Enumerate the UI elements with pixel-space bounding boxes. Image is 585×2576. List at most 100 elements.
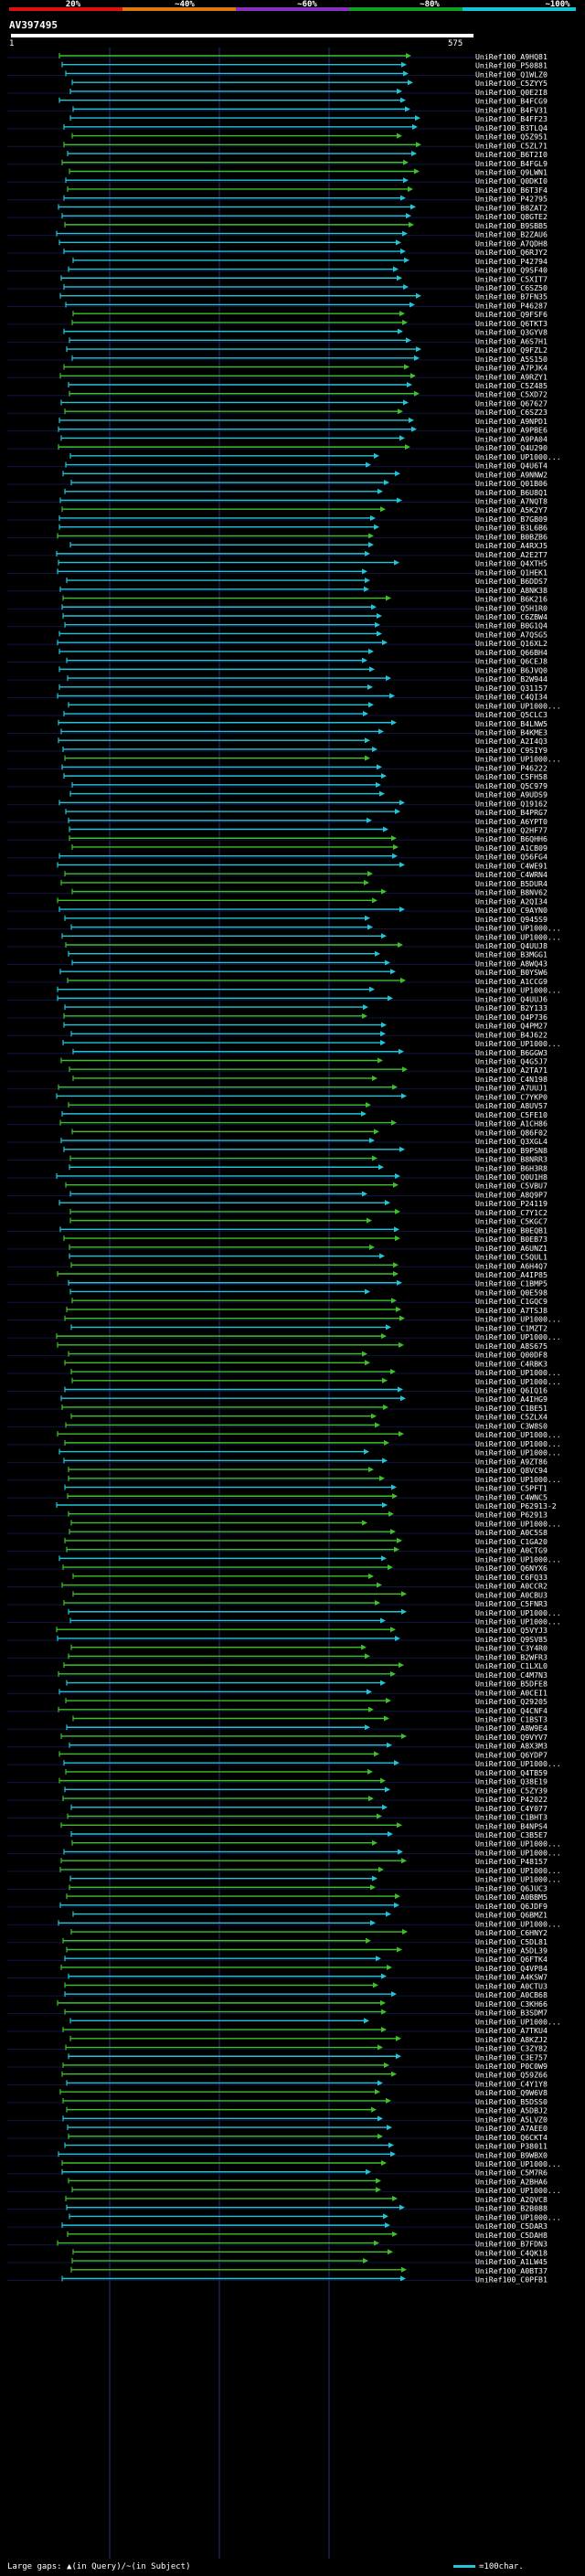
alignment-row[interactable]: UniRef100_C4QK18 <box>72 2248 548 2257</box>
hit-id[interactable]: UniRef100_A9NNW2 <box>475 470 548 479</box>
hit-id[interactable]: UniRef100_B0BZB6 <box>475 532 548 541</box>
hit-id[interactable]: UniRef100_Q4VP84 <box>475 1964 548 1973</box>
hit-id[interactable]: UniRef100_Q59Z66 <box>475 2071 548 2080</box>
alignment-row[interactable]: UniRef100_UP1000... <box>58 1448 561 1458</box>
hit-id[interactable]: UniRef100_B0EB73 <box>475 1235 548 1244</box>
hit-id[interactable]: UniRef100_C7Y1C2 <box>475 1208 548 1217</box>
alignment-row[interactable]: UniRef100_C9SIY9 <box>62 746 548 755</box>
hit-id[interactable]: UniRef100_Q0E598 <box>475 1288 548 1297</box>
hit-id[interactable]: UniRef100_A6UNZ1 <box>475 1244 548 1253</box>
hit-id[interactable]: UniRef100_A9PA04 <box>475 434 548 443</box>
hit-id[interactable]: UniRef100_Q38E19 <box>475 1777 548 1786</box>
hit-id[interactable]: UniRef100_C6FQ33 <box>475 1573 548 1582</box>
alignment-row[interactable]: UniRef100_A1CCG9 <box>67 977 548 986</box>
alignment-row[interactable]: UniRef100_A4KSW7 <box>68 1973 548 1982</box>
hit-id[interactable]: UniRef100_A6YPT0 <box>475 817 548 826</box>
hit-id[interactable]: UniRef100_Q4PM27 <box>475 1022 548 1031</box>
alignment-row[interactable]: UniRef100_B6JVQ0 <box>58 665 548 674</box>
hit-id[interactable]: UniRef100_A4IHG9 <box>475 1394 548 1404</box>
hit-id[interactable]: UniRef100_Q9FZL2 <box>475 345 548 355</box>
hit-id[interactable]: UniRef100_C4WNC5 <box>475 1492 548 1501</box>
alignment-row[interactable]: UniRef100_C9AYN0 <box>58 906 548 915</box>
alignment-row[interactable]: UniRef100_A7QDH8 <box>58 239 548 248</box>
hit-id[interactable]: UniRef100_A0CB68 <box>475 1990 548 1999</box>
hit-id[interactable]: UniRef100_B8NV62 <box>475 888 548 897</box>
alignment-row[interactable]: UniRef100_C5FE10 <box>61 1110 548 1119</box>
alignment-row[interactable]: UniRef100_A6UNZ1 <box>69 1244 548 1253</box>
hit-id[interactable]: UniRef100_C4Y1Y8 <box>475 2079 548 2088</box>
alignment-row[interactable]: UniRef100_Q0U1H8 <box>56 1172 548 1182</box>
alignment-row[interactable]: UniRef100_B5DSS0 <box>62 2097 548 2106</box>
alignment-row[interactable]: UniRef100_UP1000... <box>59 1866 561 1875</box>
alignment-row[interactable]: UniRef100_A2I4Q3 <box>58 737 548 746</box>
hit-id[interactable]: UniRef100_P42794 <box>475 257 548 266</box>
hit-id[interactable]: UniRef100_B8NRR3 <box>475 1155 548 1164</box>
alignment-row[interactable]: UniRef100_B7GB09 <box>58 514 548 524</box>
hit-id[interactable]: UniRef100_C3ZY82 <box>475 2044 548 2053</box>
alignment-row[interactable]: UniRef100_A9NNW2 <box>62 470 548 479</box>
alignment-row[interactable]: UniRef100_C1LXL0 <box>63 1661 548 1670</box>
alignment-row[interactable]: UniRef100_C5DAR3 <box>61 2221 548 2231</box>
hit-id[interactable]: UniRef100_UP1000... <box>475 452 561 461</box>
hit-id[interactable]: UniRef100_A0CTG9 <box>475 1546 548 1555</box>
hit-id[interactable]: UniRef100_C3KH66 <box>475 1999 548 2009</box>
alignment-row[interactable]: UniRef100_B6DDS7 <box>66 577 548 586</box>
hit-id[interactable]: UniRef100_B2WFR3 <box>475 1652 548 1661</box>
hit-id[interactable]: UniRef100_A9NPD1 <box>475 417 548 426</box>
hit-id[interactable]: UniRef100_B8ZAT2 <box>475 203 548 212</box>
hit-id[interactable]: UniRef100_B4FCG9 <box>475 97 548 106</box>
hit-id[interactable]: UniRef100_C5KGC7 <box>475 1217 548 1226</box>
hit-id[interactable]: UniRef100_C1BMP5 <box>475 1279 548 1288</box>
alignment-row[interactable]: UniRef100_B2WFR3 <box>68 1652 548 1661</box>
hit-id[interactable]: UniRef100_Q4XTH5 <box>475 559 548 568</box>
alignment-row[interactable]: UniRef100_A8S675 <box>57 1341 548 1351</box>
alignment-row[interactable]: UniRef100_Q9SF40 <box>68 266 548 275</box>
hit-id[interactable]: UniRef100_C5PFT1 <box>475 1484 548 1493</box>
alignment-row[interactable]: UniRef100_A2BHA6 <box>68 2177 548 2186</box>
alignment-row[interactable]: UniRef100_A4IHG9 <box>60 1394 548 1404</box>
hit-id[interactable]: UniRef100_Q86F02 <box>475 1128 548 1137</box>
alignment-row[interactable]: UniRef100_A5LVZ0 <box>62 2115 548 2124</box>
hit-id[interactable]: UniRef100_P62913 <box>475 1511 548 1520</box>
alignment-row[interactable]: UniRef100_P46287 <box>65 301 548 310</box>
hit-id[interactable]: UniRef100_C5VBU7 <box>475 1182 548 1191</box>
hit-id[interactable]: UniRef100_A4KSW7 <box>475 1973 548 1982</box>
hit-id[interactable]: UniRef100_Q67627 <box>475 398 548 408</box>
alignment-row[interactable]: UniRef100_A4IP85 <box>57 1270 548 1279</box>
alignment-row[interactable]: UniRef100_A5S150 <box>71 355 548 364</box>
hit-id[interactable]: UniRef100_Q1WLZ0 <box>475 69 548 79</box>
alignment-row[interactable]: UniRef100_Q0E2I8 <box>69 88 548 97</box>
alignment-row[interactable]: UniRef100_A2QVC8 <box>65 2195 548 2204</box>
hit-id[interactable]: UniRef100_C4RBK3 <box>475 1359 548 1368</box>
alignment-row[interactable]: UniRef100_Q6JUC3 <box>69 1883 548 1892</box>
hit-id[interactable]: UniRef100_A1CB09 <box>475 843 548 853</box>
alignment-row[interactable]: UniRef100_C5KGC7 <box>69 1217 548 1226</box>
alignment-row[interactable]: UniRef100_Q6TKT3 <box>71 319 548 328</box>
hit-id[interactable]: UniRef100_B6QHH6 <box>475 834 548 843</box>
hit-id[interactable]: UniRef100_UP1000... <box>475 1919 561 1928</box>
hit-id[interactable]: UniRef100_A2BHA6 <box>475 2177 548 2186</box>
hit-id[interactable]: UniRef100_Q4U6T4 <box>475 461 548 471</box>
alignment-row[interactable]: UniRef100_P42022 <box>62 1795 548 1804</box>
hit-id[interactable]: UniRef100_B4FGL9 <box>475 159 548 168</box>
hit-id[interactable]: UniRef100_B2ZAU6 <box>475 230 548 239</box>
alignment-row[interactable]: UniRef100_UP1000... <box>68 1608 561 1617</box>
hit-id[interactable]: UniRef100_Q01B06 <box>475 479 548 488</box>
alignment-row[interactable]: UniRef100_Q6CKT4 <box>68 2133 548 2142</box>
hit-id[interactable]: UniRef100_P50881 <box>475 61 548 70</box>
hit-id[interactable]: UniRef100_B4FV31 <box>475 105 548 114</box>
alignment-row[interactable]: UniRef100_Q6FTK4 <box>64 1955 548 1964</box>
hit-id[interactable]: UniRef100_Q31157 <box>475 684 548 693</box>
hit-id[interactable]: UniRef100_UP1000... <box>475 2017 561 2026</box>
hit-id[interactable]: UniRef100_A9RZY1 <box>475 372 548 381</box>
alignment-row[interactable]: UniRef100_B3MGG1 <box>68 950 548 959</box>
alignment-row[interactable]: UniRef100_UP1000... <box>69 2212 561 2221</box>
hit-id[interactable]: UniRef100_Q6FTK4 <box>475 1955 548 1964</box>
alignment-row[interactable]: UniRef100_B2W944 <box>67 674 548 684</box>
alignment-row[interactable]: UniRef100_P50881 <box>61 61 548 70</box>
hit-id[interactable]: UniRef100_Q6YDP7 <box>475 1750 548 1759</box>
alignment-row[interactable]: UniRef100_C5PFT1 <box>64 1484 548 1493</box>
hit-id[interactable]: UniRef100_A4IP85 <box>475 1270 548 1279</box>
hit-id[interactable]: UniRef100_C9SIY9 <box>475 746 548 755</box>
hit-id[interactable]: UniRef100_C4QI34 <box>475 693 548 702</box>
